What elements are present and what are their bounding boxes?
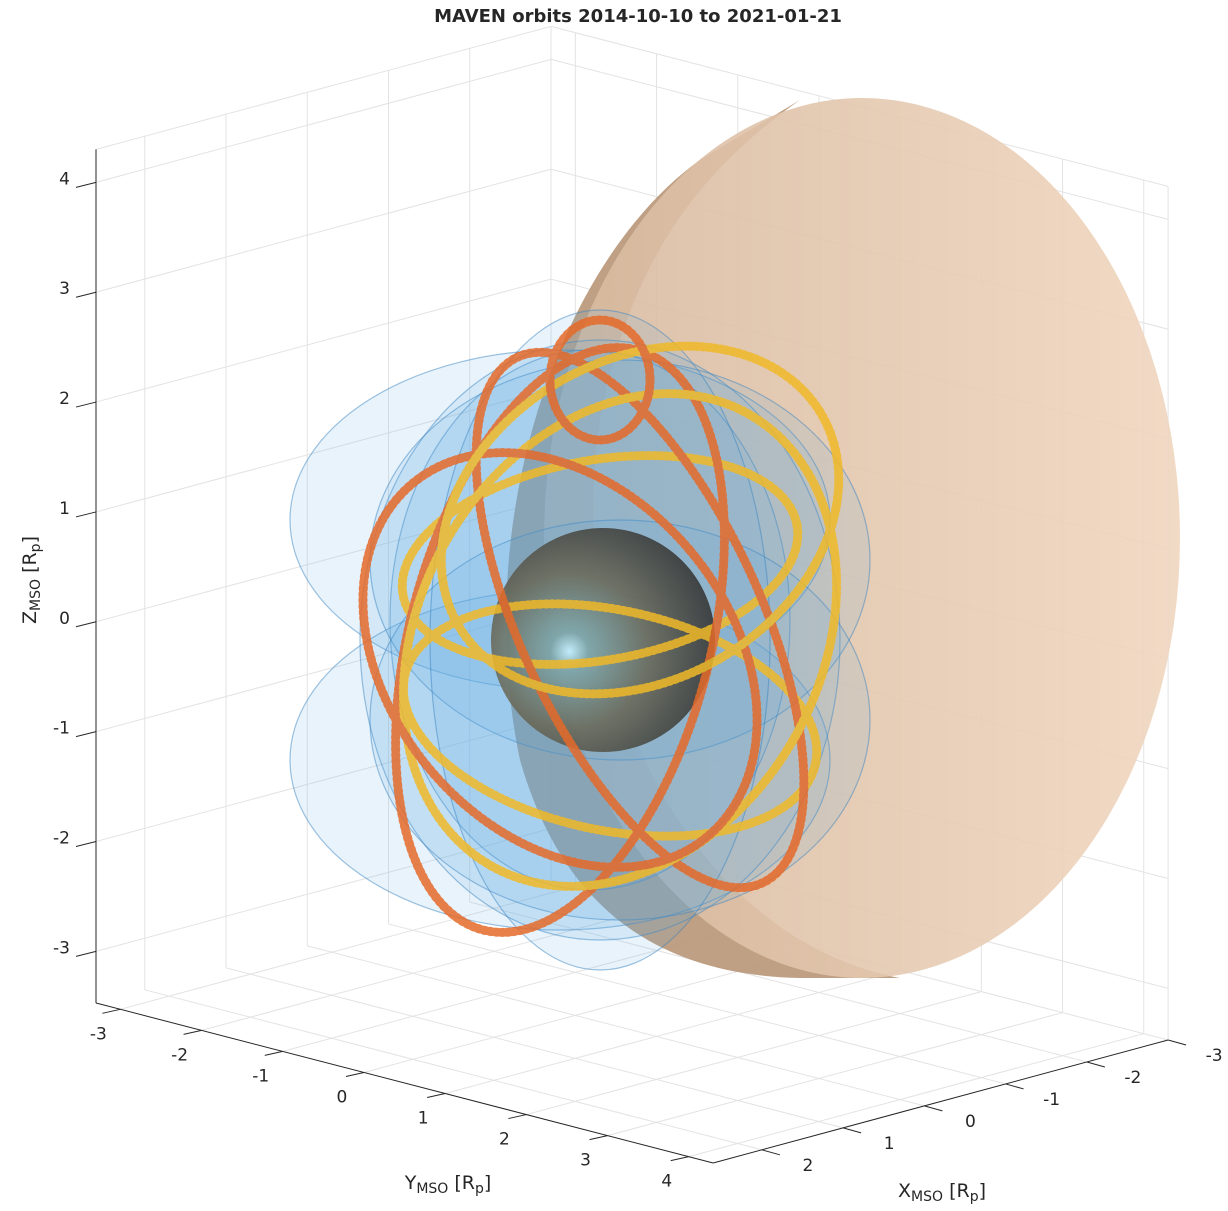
- z-tick: [75, 950, 97, 957]
- x-tick: [1086, 1061, 1106, 1068]
- z-tick: [75, 841, 97, 847]
- x-tick-label: 0: [965, 1112, 976, 1132]
- y-tick-label: 2: [499, 1130, 510, 1150]
- label-part: X: [898, 1180, 911, 1202]
- y-tick: [508, 1114, 527, 1120]
- label-part: p: [28, 543, 44, 552]
- label-part: ]: [19, 536, 41, 543]
- y-tick-label: -2: [171, 1045, 188, 1065]
- grid-line: [688, 1033, 1144, 1158]
- z-tick-label: 0: [59, 609, 70, 629]
- grid-line: [607, 1012, 1063, 1137]
- y-tick: [183, 1029, 202, 1035]
- grid-line: [307, 945, 925, 1107]
- z-tick-label: 4: [59, 169, 70, 189]
- z-tick-label: -2: [53, 829, 70, 849]
- label-part: Z: [19, 611, 41, 624]
- z-tick: [75, 181, 97, 188]
- label-part: [R: [19, 552, 41, 579]
- x-tick: [1167, 1039, 1187, 1046]
- grid-line: [282, 927, 738, 1052]
- x-tick-label: 2: [802, 1156, 813, 1176]
- zlabel-axis-label: ZMSO [Rp]: [19, 536, 45, 624]
- grid-line: [526, 991, 982, 1116]
- z-tick: [75, 291, 97, 298]
- label-part: p: [475, 1181, 484, 1197]
- label-part: ]: [979, 1180, 986, 1202]
- chart-title: MAVEN orbits 2014-10-10 to 2021-01-21: [434, 6, 842, 27]
- x-tick-label: -1: [1043, 1090, 1060, 1110]
- label-part: [R: [943, 1180, 970, 1202]
- grid-line: [95, 168, 552, 293]
- x-tick: [1005, 1083, 1024, 1090]
- z-tick-label: -1: [53, 719, 70, 739]
- z-tick-label: 2: [59, 389, 70, 409]
- y-tick-label: 3: [580, 1151, 591, 1171]
- y-tick-label: 4: [661, 1172, 672, 1192]
- z-tick-label: 1: [59, 499, 70, 519]
- grid-line: [95, 278, 552, 403]
- z-tick-label: -3: [53, 938, 70, 958]
- grid-line: [95, 718, 552, 842]
- grid-line: [95, 827, 552, 952]
- y-axis: [95, 1002, 714, 1164]
- y-tick-label: 0: [337, 1087, 348, 1107]
- y-tick: [589, 1135, 608, 1141]
- x-axis: [712, 1039, 1169, 1164]
- label-part: MSO: [416, 1181, 448, 1197]
- x-tick: [842, 1127, 862, 1134]
- y-tick-label: -3: [90, 1024, 107, 1044]
- label-part: p: [970, 1189, 979, 1205]
- grid-line: [201, 906, 657, 1031]
- grid-line: [445, 970, 901, 1094]
- x-tick: [924, 1105, 943, 1112]
- y-tick: [345, 1071, 365, 1077]
- box-edge: [95, 25, 552, 150]
- y-tick: [264, 1050, 283, 1056]
- x-tick-label: -2: [1124, 1068, 1141, 1088]
- z-tick: [75, 401, 97, 408]
- label-part: [R: [448, 1172, 475, 1194]
- z-tick: [75, 511, 97, 518]
- grid-line: [95, 388, 552, 513]
- label-part: ]: [484, 1172, 491, 1194]
- grid-line: [225, 967, 844, 1129]
- y-tick-label: -1: [252, 1066, 269, 1086]
- grid-line: [469, 901, 1087, 1063]
- label-part: Y: [404, 1172, 417, 1194]
- grid-line: [388, 923, 1006, 1085]
- z-tick-label: 3: [59, 279, 70, 299]
- y-tick: [427, 1093, 446, 1099]
- x-tick-label: 1: [884, 1134, 895, 1154]
- orbit-visualization: [289, 98, 1180, 978]
- label-part: MSO: [28, 579, 44, 611]
- x-tick-label: -3: [1206, 1046, 1223, 1066]
- grid-line: [95, 608, 552, 733]
- grid-line: [95, 498, 552, 623]
- y-tick: [670, 1156, 689, 1162]
- ylabel-axis-label: YMSO [Rp]: [404, 1172, 492, 1198]
- z-tick: [75, 621, 97, 628]
- x-tick: [761, 1149, 781, 1156]
- y-tick: [102, 1008, 121, 1014]
- z-tick: [75, 731, 97, 738]
- grid-line: [144, 989, 762, 1151]
- y-tick-label: 1: [418, 1109, 429, 1129]
- xlabel-axis-label: XMSO [Rp]: [898, 1180, 986, 1206]
- grid-line: [95, 58, 552, 183]
- label-part: MSO: [911, 1189, 943, 1205]
